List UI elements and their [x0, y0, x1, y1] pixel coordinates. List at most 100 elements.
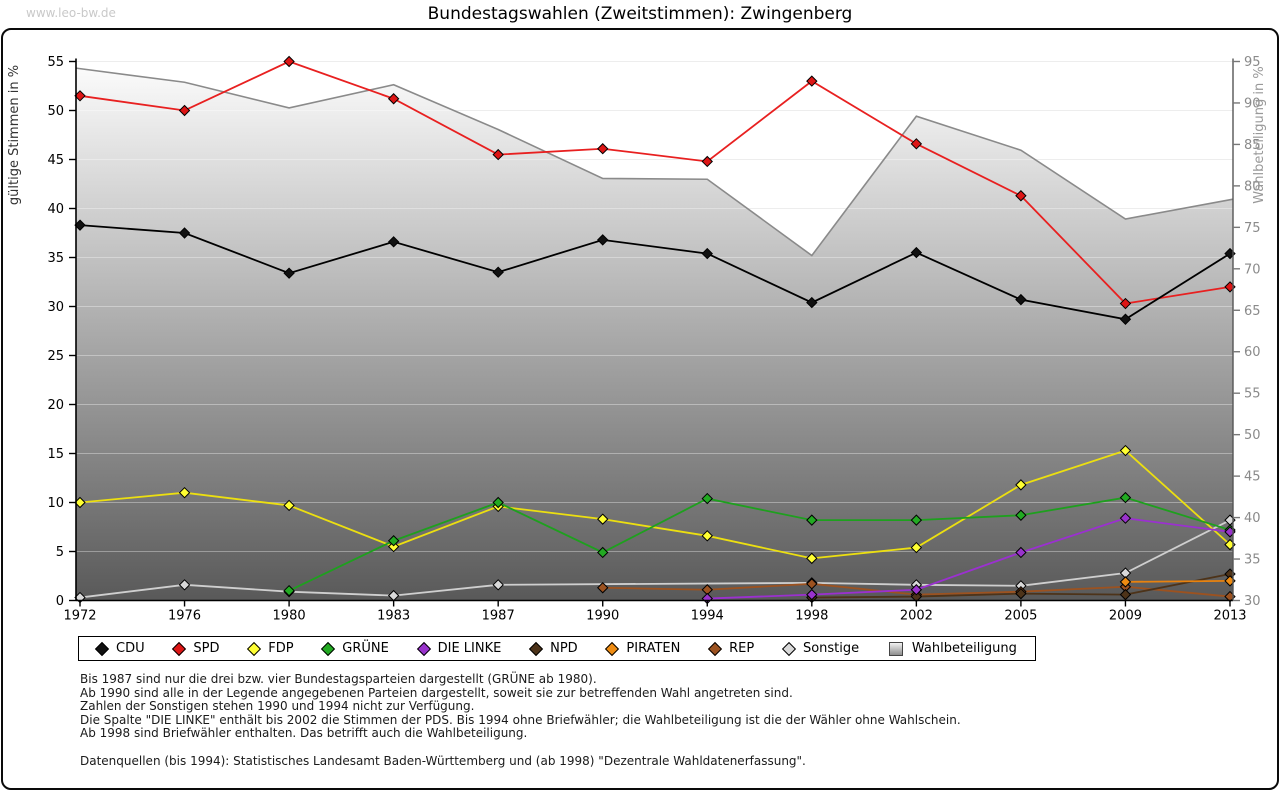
series-marker-spd	[910, 138, 923, 150]
left-tick-label: 50	[47, 104, 64, 119]
legend-label: PIRATEN	[626, 641, 681, 656]
right-tick-label: 60	[1244, 345, 1261, 360]
series-marker-die-linke	[1015, 546, 1027, 559]
series-marker-fdp	[701, 530, 713, 542]
legend-diamond-icon	[416, 641, 431, 656]
series-marker-cdu	[806, 296, 818, 309]
series-marker-die-linke	[806, 588, 818, 601]
year-label: 1983	[377, 609, 410, 624]
right-tick-label: 40	[1244, 511, 1261, 526]
series-marker-gr-ne	[1015, 509, 1027, 521]
series-line-cdu	[79, 224, 1231, 321]
series-line-sonstige	[79, 519, 1231, 599]
series-marker-cdu	[492, 266, 504, 278]
legend-item-spd: SPD	[172, 641, 220, 656]
series-marker-cdu	[283, 267, 295, 279]
footnote-line: Zahlen der Sonstigen stehen 1990 und 199…	[80, 699, 475, 713]
series-line-fdp	[79, 449, 1231, 560]
series-marker-fdp	[178, 486, 191, 499]
series-marker-gr-ne	[283, 584, 295, 597]
series-marker-cdu	[597, 234, 609, 246]
site-watermark: www.leo-bw.de	[26, 6, 116, 20]
series-marker-spd	[806, 75, 818, 87]
series-marker-piraten	[1119, 576, 1132, 588]
series-marker-cdu	[1015, 293, 1027, 306]
footnote-line: Ab 1998 sind Briefwähler enthalten. Das …	[80, 726, 528, 740]
right-tick-label: 90	[1244, 96, 1261, 111]
year-label: 2002	[900, 609, 933, 624]
left-tick-label: 10	[47, 496, 64, 511]
series-marker-cdu	[387, 236, 400, 248]
series-marker-spd	[1119, 297, 1132, 310]
series-marker-npd	[1015, 587, 1027, 600]
year-label: 2009	[1109, 609, 1142, 624]
legend-diamond-icon	[321, 641, 336, 656]
series-marker-gr-ne	[597, 546, 609, 559]
series-marker-cdu	[701, 247, 713, 260]
legend-item-die-linke: DIE LINKE	[416, 641, 502, 656]
legend-item-npd: NPD	[529, 641, 578, 656]
right-tick-label: 35	[1244, 553, 1261, 568]
series-marker-cdu	[1119, 313, 1132, 325]
year-label: 2013	[1213, 609, 1246, 624]
right-tick-label: 45	[1244, 470, 1261, 485]
legend-diamond-icon	[781, 641, 797, 656]
legend-diamond-icon	[94, 641, 110, 656]
legend-label: Wahlbeteiligung	[911, 641, 1017, 656]
right-tick-label: 75	[1244, 221, 1261, 236]
footnote-line: Ab 1990 sind alle in der Legende angegeb…	[80, 685, 793, 700]
right-tick-label: 55	[1244, 387, 1261, 402]
series-marker-die-linke	[910, 584, 923, 596]
legend-area-swatch	[888, 641, 903, 656]
left-tick-label: 55	[47, 55, 64, 70]
year-label: 1972	[63, 609, 96, 624]
left-tick-label: 30	[47, 300, 64, 315]
legend-item-rep: REP	[708, 641, 755, 656]
data-source-line: Datenquellen (bis 1994): Statistisches L…	[80, 753, 806, 768]
series-marker-gr-ne	[806, 514, 818, 526]
series-marker-spd	[492, 148, 504, 161]
participation-area	[76, 68, 1233, 601]
series-marker-fdp	[1119, 444, 1132, 457]
series-marker-npd	[1119, 588, 1132, 601]
right-axis-title: Wahlbeteiligung in %	[1252, 66, 1267, 203]
chart-footnotes: Bis 1987 sind nur die drei bzw. vier Bun…	[80, 672, 961, 768]
chart-legend: CDU SPD FDP GRÜNE DIE LINKE NPD PIRATEN REP Sons…	[78, 636, 1036, 661]
right-tick-label: 30	[1244, 594, 1261, 609]
legend-item-sonstige: Sonstige	[781, 641, 860, 656]
left-axis-title: gültige Stimmen in %	[7, 65, 22, 205]
year-label: 1990	[586, 609, 619, 624]
series-marker-fdp	[283, 499, 295, 512]
series-marker-fdp	[597, 513, 609, 525]
left-tick-label: 0	[56, 594, 64, 609]
series-line-spd	[79, 60, 1231, 305]
footnote-line: Die Spalte "DIE LINKE" enthält bis 2002 …	[80, 712, 961, 727]
legend-label: CDU	[116, 641, 145, 656]
series-marker-spd	[597, 143, 609, 155]
legend-label: Sonstige	[802, 641, 860, 656]
page-title: Bundestagswahlen (Zweitstimmen): Zwingen…	[427, 4, 853, 24]
legend-label: REP	[729, 641, 755, 656]
right-tick-label: 50	[1244, 428, 1261, 443]
left-tick-label: 15	[47, 447, 64, 462]
legend-label: DIE LINKE	[437, 641, 502, 656]
left-tick-label: 5	[56, 545, 64, 560]
legend-label: SPD	[193, 641, 220, 656]
series-marker-fdp	[910, 541, 923, 554]
right-tick-label: 85	[1244, 138, 1261, 153]
left-tick-label: 40	[47, 202, 64, 217]
year-label: 1994	[691, 609, 724, 624]
series-line-gr-ne	[288, 496, 1231, 592]
right-tick-label: 70	[1244, 262, 1261, 277]
right-tick-label: 95	[1244, 55, 1261, 70]
legend-item-gr-ne: GRÜNE	[321, 641, 389, 656]
series-marker-fdp	[1015, 479, 1027, 491]
year-label: 1998	[795, 609, 828, 624]
legend-diamond-icon	[605, 641, 620, 656]
series-marker-fdp	[387, 540, 400, 553]
legend-label: FDP	[268, 641, 294, 656]
series-marker-gr-ne	[1119, 491, 1132, 504]
series-marker-sonstige	[178, 579, 191, 591]
legend-item-cdu: CDU	[94, 641, 145, 656]
left-tick-label: 25	[47, 349, 64, 364]
